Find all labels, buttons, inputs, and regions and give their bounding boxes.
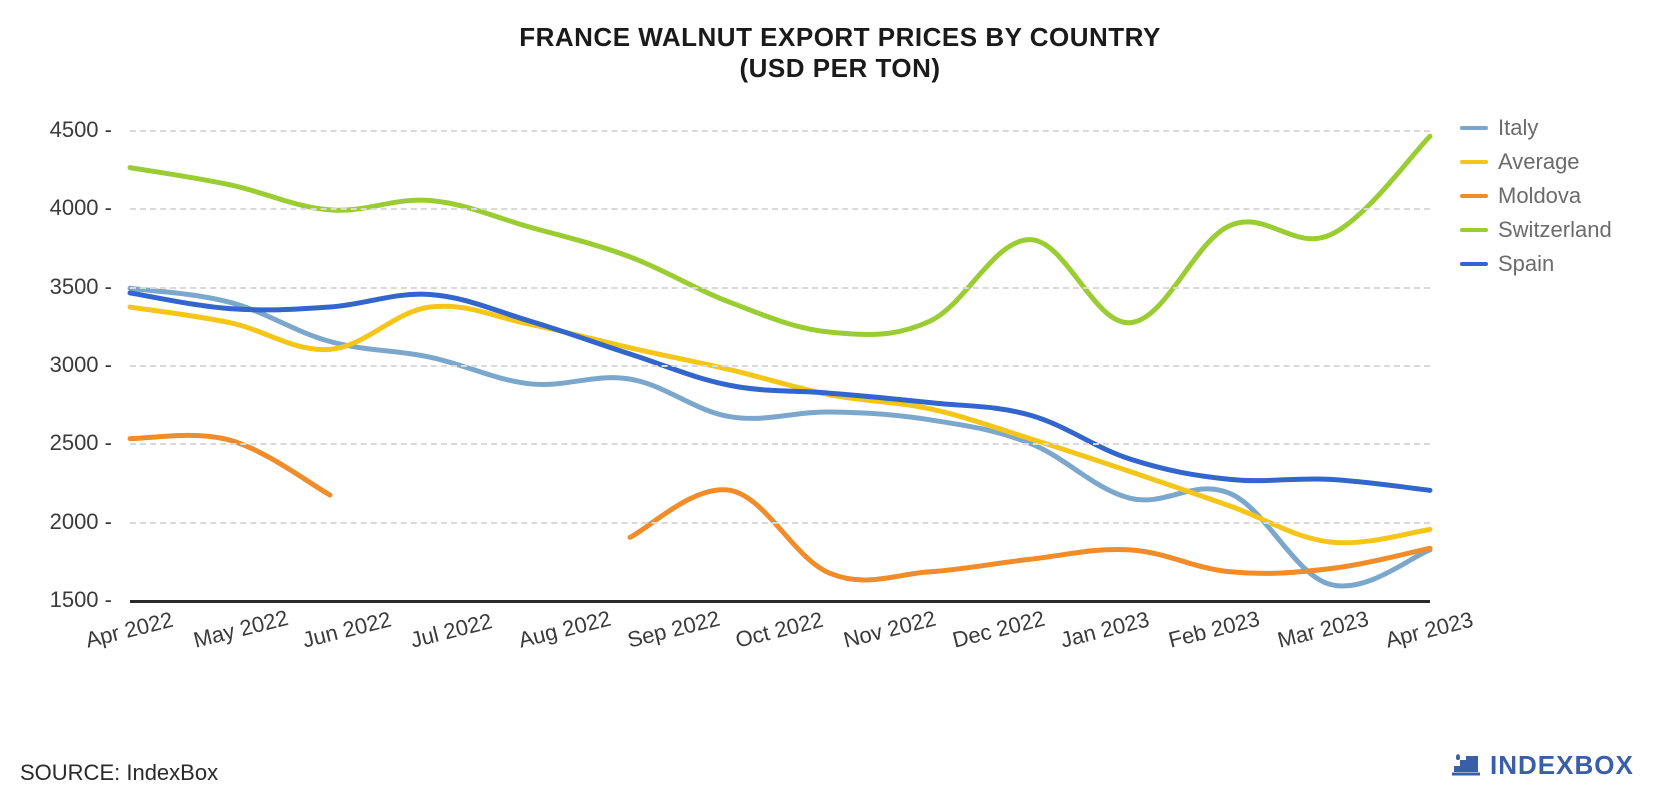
legend-item-moldova: Moldova — [1460, 183, 1612, 209]
x-axis-tick: Nov 2022 — [841, 606, 939, 654]
y-axis-tick: 4000 - — [22, 195, 112, 221]
legend-label: Moldova — [1498, 183, 1581, 209]
chart-container: FRANCE WALNUT EXPORT PRICES BY COUNTRY (… — [0, 0, 1680, 800]
x-axis-tick: Oct 2022 — [733, 607, 826, 654]
x-axis-tick: Jun 2022 — [300, 606, 394, 653]
grid-line — [130, 365, 1430, 367]
series-line-moldova — [630, 490, 1430, 580]
legend-label: Spain — [1498, 251, 1554, 277]
x-axis-tick: Jul 2022 — [408, 608, 495, 653]
legend-label: Switzerland — [1498, 217, 1612, 243]
plot-area: 1500 -2000 -2500 -3000 -3500 -4000 -4500… — [130, 130, 1430, 600]
y-axis-tick: 3500 - — [22, 274, 112, 300]
legend-swatch — [1460, 262, 1488, 266]
series-line-italy — [130, 288, 1430, 586]
x-axis-tick: Apr 2023 — [1383, 607, 1476, 654]
grid-line — [130, 443, 1430, 445]
y-axis-tick: 2000 - — [22, 509, 112, 535]
y-axis-tick: 3000 - — [22, 352, 112, 378]
source-label: SOURCE: IndexBox — [20, 760, 218, 786]
x-axis-tick: Feb 2023 — [1166, 606, 1262, 654]
x-axis-tick: Sep 2022 — [625, 606, 723, 654]
legend-item-italy: Italy — [1460, 115, 1612, 141]
legend-label: Average — [1498, 149, 1580, 175]
y-axis-tick: 4500 - — [22, 117, 112, 143]
grid-line — [130, 208, 1430, 210]
legend-swatch — [1460, 228, 1488, 232]
indexbox-logo: INDEXBOX — [1450, 750, 1634, 781]
series-line-switzerland — [130, 136, 1430, 334]
legend-item-spain: Spain — [1460, 251, 1612, 277]
x-axis-tick: Aug 2022 — [516, 606, 614, 654]
chart-title-line2: (USD PER TON) — [0, 53, 1680, 84]
x-axis-baseline — [130, 600, 1430, 603]
legend-swatch — [1460, 160, 1488, 164]
x-axis-tick: Apr 2022 — [83, 607, 176, 654]
chart-title-line1: FRANCE WALNUT EXPORT PRICES BY COUNTRY — [0, 22, 1680, 53]
grid-line — [130, 287, 1430, 289]
x-axis-tick: May 2022 — [191, 605, 291, 654]
chart-title: FRANCE WALNUT EXPORT PRICES BY COUNTRY (… — [0, 0, 1680, 84]
indexbox-logo-icon — [1450, 752, 1482, 780]
legend-item-switzerland: Switzerland — [1460, 217, 1612, 243]
legend-swatch — [1460, 126, 1488, 130]
x-axis-tick: Dec 2022 — [950, 606, 1048, 654]
x-axis-tick: Jan 2023 — [1058, 606, 1152, 653]
legend-swatch — [1460, 194, 1488, 198]
grid-line — [130, 522, 1430, 524]
y-axis-tick: 1500 - — [22, 587, 112, 613]
y-axis-tick: 2500 - — [22, 430, 112, 456]
legend: Italy Average Moldova Switzerland Spain — [1460, 115, 1612, 285]
legend-label: Italy — [1498, 115, 1538, 141]
indexbox-logo-text: INDEXBOX — [1490, 750, 1634, 781]
grid-line — [130, 130, 1430, 132]
x-axis-tick: Mar 2023 — [1275, 606, 1371, 654]
legend-item-average: Average — [1460, 149, 1612, 175]
